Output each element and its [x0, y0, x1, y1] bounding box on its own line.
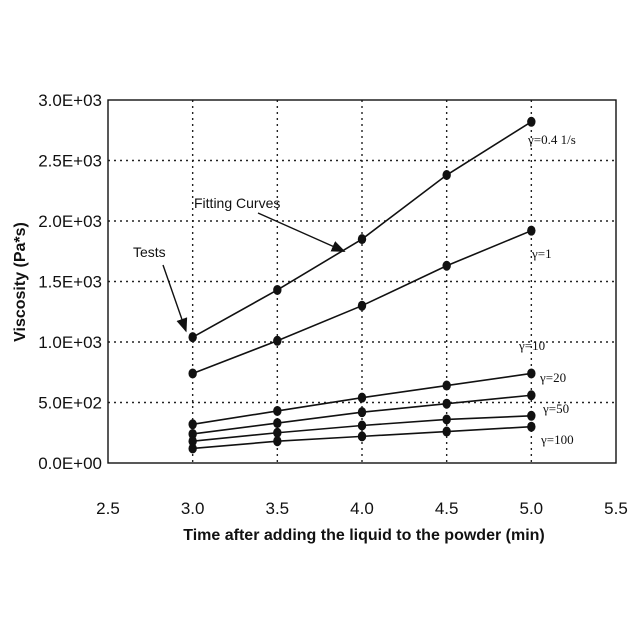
- data-point-s2-p1: [273, 405, 282, 416]
- tests-annotation: Tests: [133, 244, 166, 260]
- data-point-s2-p3: [442, 380, 451, 391]
- data-point-s4-p3: [442, 414, 451, 425]
- series-label-4: γ=50: [542, 401, 569, 416]
- data-point-s5-p1: [273, 436, 282, 447]
- x-tick-label: 3.5: [266, 499, 290, 518]
- y-tick-label: 3.0E+03: [38, 91, 102, 110]
- y-tick-label: 0.0E+00: [38, 454, 102, 473]
- x-tick-label: 5.5: [604, 499, 628, 518]
- x-tick-label: 2.5: [96, 499, 120, 518]
- y-tick-label: 2.5E+03: [38, 152, 102, 171]
- data-point-s1-p3: [442, 260, 451, 271]
- data-point-s1-p4: [527, 225, 536, 236]
- data-point-s5-p3: [442, 426, 451, 437]
- data-point-s3-p4: [527, 390, 536, 401]
- x-tick-label: 4.5: [435, 499, 459, 518]
- data-point-s4-p2: [357, 420, 367, 431]
- data-point-s4-p1: [273, 427, 282, 438]
- data-point-s1-p2: [357, 300, 367, 311]
- data-point-s3-p3: [442, 398, 451, 409]
- data-point-s0-p3: [442, 170, 451, 181]
- series-label-1: γ=1: [531, 246, 552, 261]
- data-point-s3-p1: [273, 418, 282, 429]
- y-tick-label: 1.0E+03: [38, 333, 102, 352]
- y-axis-title: Viscosity (Pa*s): [12, 222, 29, 342]
- data-point-s2-p4: [527, 368, 536, 379]
- data-point-s0-p1: [273, 284, 282, 295]
- data-point-s3-p2: [357, 407, 367, 418]
- data-point-s4-p0: [188, 436, 197, 447]
- data-point-s2-p2: [357, 392, 367, 403]
- data-point-s0-p0: [188, 332, 197, 343]
- data-point-s3-p0: [188, 428, 197, 439]
- plot-frame: [107, 99, 617, 464]
- tests-arrow: [162, 264, 188, 333]
- x-axis-title: Time after adding the liquid to the powd…: [183, 527, 544, 544]
- x-tick-label: 4.0: [350, 499, 374, 518]
- x-tick-label: 5.0: [520, 499, 544, 518]
- data-point-s5-p4: [527, 421, 536, 432]
- series-label-2: γ=10: [518, 338, 545, 353]
- y-tick-label: 2.0E+03: [38, 212, 102, 231]
- data-point-s5-p2: [357, 431, 367, 442]
- series-label-0: γ=0.4 1/s: [527, 132, 576, 147]
- data-point-s1-p0: [188, 368, 197, 379]
- x-tick-label: 3.0: [181, 499, 205, 518]
- data-point-s0-p2: [357, 234, 367, 245]
- fitting-curves-arrow: [257, 212, 346, 252]
- y-tick-label: 1.5E+03: [38, 273, 102, 292]
- data-point-s4-p4: [527, 410, 536, 421]
- data-point-s0-p4: [527, 116, 536, 127]
- y-tick-label: 5.0E+02: [38, 394, 102, 413]
- data-point-s2-p0: [188, 419, 197, 430]
- data-point-s1-p1: [273, 335, 282, 346]
- data-point-s5-p0: [188, 443, 197, 454]
- fitting-curves-annotation: Fitting Curves: [194, 195, 280, 211]
- series-label-5: γ=100: [540, 432, 574, 447]
- series-label-3: γ=20: [539, 370, 566, 385]
